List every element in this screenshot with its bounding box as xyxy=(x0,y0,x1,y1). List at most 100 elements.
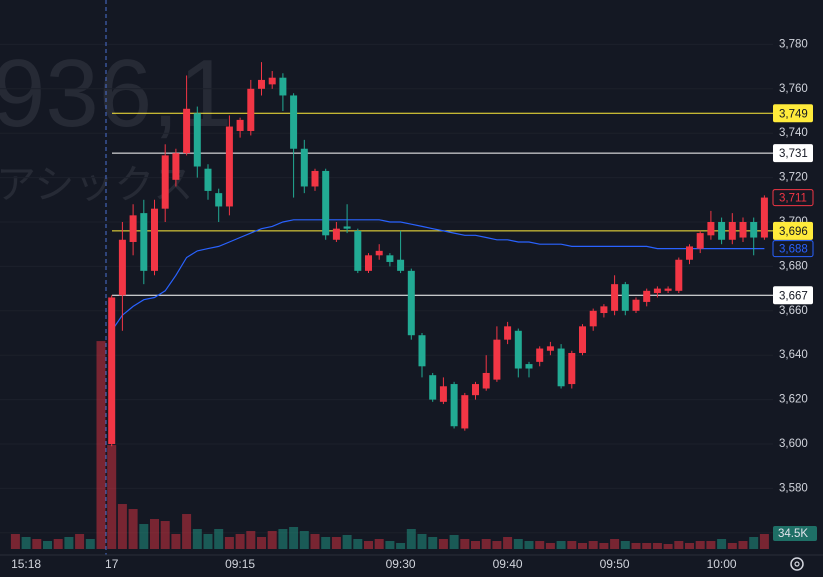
candle-body xyxy=(439,386,447,402)
volume-bar xyxy=(727,543,737,549)
candle-body xyxy=(461,395,469,429)
volume-bar xyxy=(289,527,299,549)
settings-icon-core xyxy=(794,561,800,567)
volume-bar xyxy=(438,539,448,549)
volume-bar xyxy=(160,521,170,549)
volume-bar xyxy=(214,529,224,549)
x-tick-label: 15:18 xyxy=(11,557,41,571)
candle-body xyxy=(525,364,533,369)
candle-body xyxy=(290,95,298,149)
x-tick-label: 09:40 xyxy=(493,557,523,571)
candle-body xyxy=(482,372,490,389)
volume-bar xyxy=(192,529,202,549)
candle-body xyxy=(300,148,308,187)
candle-body xyxy=(707,222,715,236)
candle-body xyxy=(643,290,651,302)
volume-bar xyxy=(406,529,416,549)
last-price-label: 3,711 xyxy=(779,193,807,205)
volume-bar xyxy=(107,445,117,549)
volume-bar xyxy=(128,509,138,549)
candle-body xyxy=(375,250,383,256)
settings-button[interactable] xyxy=(790,557,804,571)
volume-bar xyxy=(75,534,85,549)
volume-bar xyxy=(567,541,577,549)
volume-bar xyxy=(331,537,341,549)
ma-label: 3,688 xyxy=(779,244,808,256)
ma-badge xyxy=(772,240,814,258)
candle-body xyxy=(504,326,512,340)
level-label: 3,749 xyxy=(779,108,808,120)
candle-body xyxy=(546,346,554,351)
volume-bar xyxy=(685,543,694,549)
candle-body xyxy=(108,297,116,444)
candle-body xyxy=(568,352,576,385)
candle-body xyxy=(247,88,255,131)
candle-body xyxy=(140,213,148,271)
level-label: 3,696 xyxy=(779,226,808,238)
y-tick-label: 3,620 xyxy=(779,394,808,406)
candle-body xyxy=(472,384,479,396)
volume-bar xyxy=(588,541,598,549)
candle-body xyxy=(193,113,201,167)
x-tick-label: 09:15 xyxy=(225,557,255,571)
candle-body xyxy=(236,119,244,131)
volume-bar xyxy=(374,539,384,549)
volume-bar xyxy=(642,543,652,549)
volume-bar xyxy=(139,524,149,549)
volume-bar xyxy=(599,543,609,549)
x-tick-label: 09:50 xyxy=(600,557,630,571)
volume-bar xyxy=(364,541,373,549)
volume-bar xyxy=(396,543,406,549)
candle-body xyxy=(268,77,276,85)
volume-bar xyxy=(524,541,534,549)
volume-bar xyxy=(43,541,52,549)
candle-body xyxy=(343,226,351,229)
volume-bar xyxy=(10,534,20,549)
settings-icon[interactable] xyxy=(790,557,804,571)
volume-bar xyxy=(85,539,95,549)
candle-body xyxy=(365,255,372,271)
volume-layer xyxy=(10,341,769,549)
candle-body xyxy=(183,108,191,154)
volume-bar xyxy=(717,539,727,549)
volume-bar xyxy=(150,519,159,549)
volume-bar xyxy=(578,543,587,549)
candle-body xyxy=(739,222,747,238)
y-tick-label: 3,780 xyxy=(779,38,808,50)
candle-body xyxy=(675,259,683,291)
candle-body xyxy=(129,215,137,242)
candle-body xyxy=(322,170,330,236)
x-tick-label: 17 xyxy=(105,557,119,571)
candle-body xyxy=(718,222,726,240)
volume-bar xyxy=(556,541,566,549)
candles-layer xyxy=(108,62,768,447)
candle-body xyxy=(225,126,233,207)
candle-body xyxy=(493,339,501,380)
level-badge xyxy=(773,144,813,163)
level-badge xyxy=(773,104,813,123)
badges-layer: 3,749 3,731 3,696 3,667 3,688 3,711 34.5K xyxy=(772,104,817,542)
volume-bar xyxy=(631,543,641,549)
volume-bar xyxy=(610,539,620,549)
volume-bar xyxy=(481,539,491,549)
volume-bar xyxy=(460,539,470,549)
candle-body xyxy=(397,259,405,271)
volume-bar xyxy=(706,541,716,549)
volume-bar xyxy=(535,541,545,549)
volume-bar xyxy=(257,537,266,549)
volume-bar xyxy=(749,537,759,549)
watermark-name: アシックス xyxy=(0,163,193,207)
y-tick-label: 3,720 xyxy=(779,172,808,184)
volume-bar xyxy=(759,534,769,549)
candle-body xyxy=(686,246,693,260)
volume-bar xyxy=(203,534,213,549)
y-tick-label: 3,600 xyxy=(779,438,808,450)
volume-bar xyxy=(21,537,31,549)
level-badge xyxy=(773,221,813,240)
volume-label: 34.5K xyxy=(778,528,808,540)
candle-body xyxy=(161,155,169,209)
candle-body xyxy=(600,306,608,314)
volume-bar xyxy=(117,504,127,549)
volume-bar xyxy=(503,537,513,549)
volume-bar xyxy=(224,537,234,549)
